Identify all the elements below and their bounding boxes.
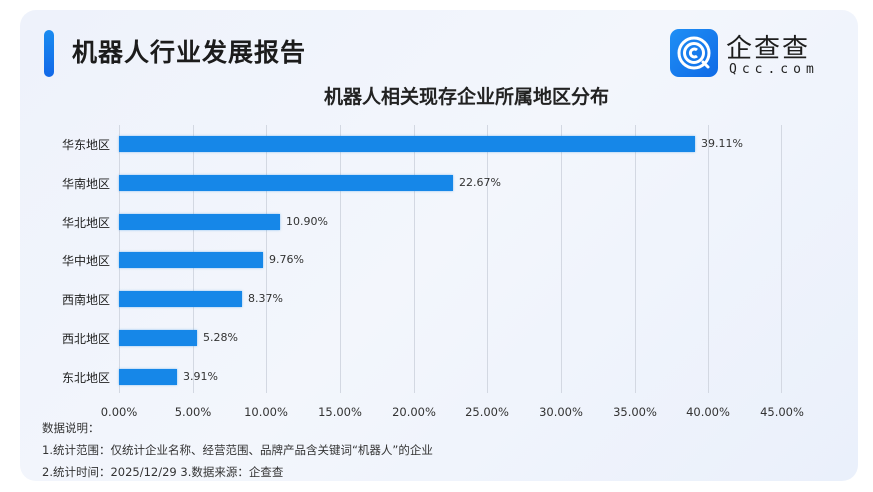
gridline (266, 125, 267, 393)
category-label: 华北地区 (61, 216, 110, 230)
chart-title: 机器人相关现存企业所属地区分布 (323, 86, 609, 108)
x-tick-label: 45.00% (760, 405, 804, 419)
title-accent-bar (44, 30, 54, 77)
category-label: 华中地区 (61, 254, 110, 268)
gridline (561, 125, 562, 393)
gridline (635, 125, 636, 393)
bar-xibei (119, 330, 197, 346)
category-label: 华东地区 (61, 138, 110, 152)
bar-huadong (119, 136, 695, 152)
bar-value-label: 3.91% (183, 370, 218, 383)
x-tick-label: 20.00% (392, 405, 436, 419)
chart-plot-area: 39.11% 22.67% 10.90% 9.76% 8.37% 5.28% 3… (119, 125, 782, 393)
notes-heading: 数据说明： (42, 421, 100, 435)
bar-huanan (119, 175, 453, 191)
report-title: 机器人行业发展报告 (72, 38, 307, 67)
bar-huabei (119, 214, 280, 230)
brand-name: 企查查 (726, 34, 811, 64)
bar-dongbei (119, 369, 177, 385)
x-tick-label: 15.00% (318, 405, 362, 419)
bar-value-label: 22.67% (459, 176, 501, 189)
report-card (20, 10, 858, 481)
qcc-logo-icon (670, 29, 718, 77)
notes-line-1: 1.统计范围：仅统计企业名称、经营范围、品牌产品含关键词“机器人”的企业 (42, 443, 433, 457)
x-tick-label: 25.00% (465, 405, 509, 419)
x-tick-label: 0.00% (100, 405, 138, 419)
category-label: 华南地区 (61, 177, 110, 191)
x-tick-label: 10.00% (244, 405, 288, 419)
gridline (781, 125, 782, 393)
category-label: 西南地区 (61, 293, 110, 307)
gridline (414, 125, 415, 393)
bar-value-label: 8.37% (248, 292, 283, 305)
x-tick-label: 35.00% (613, 405, 657, 419)
gridline (487, 125, 488, 393)
bar-huazhong (119, 252, 263, 268)
category-label: 东北地区 (61, 371, 110, 385)
x-tick-label: 30.00% (539, 405, 583, 419)
notes-line-2: 2.统计时间：2025/12/29 3.数据来源：企查查 (42, 465, 284, 479)
bar-value-label: 5.28% (203, 331, 238, 344)
category-label: 西北地区 (61, 332, 110, 346)
bar-xinan (119, 291, 242, 307)
brand-domain: Qcc.com (729, 62, 819, 77)
x-tick-label: 5.00% (174, 405, 212, 419)
bar-value-label: 9.76% (269, 253, 304, 266)
bar-value-label: 10.90% (286, 215, 328, 228)
gridline (708, 125, 709, 393)
gridline (340, 125, 341, 393)
bar-value-label: 39.11% (701, 137, 743, 150)
x-tick-label: 40.00% (686, 405, 730, 419)
